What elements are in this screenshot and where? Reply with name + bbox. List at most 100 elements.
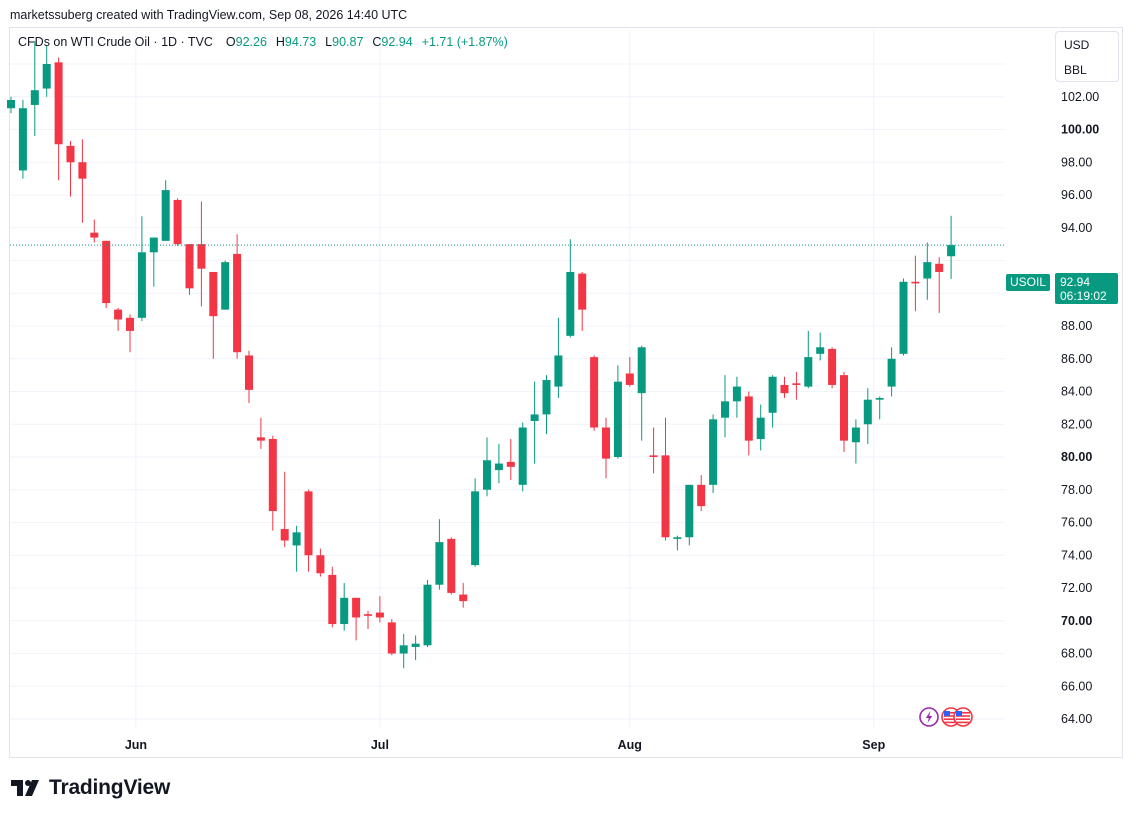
y-tick-label: 70.00 <box>1061 614 1092 628</box>
lightning-icon <box>919 707 939 727</box>
candle-down <box>375 596 384 623</box>
candle-up <box>518 422 527 492</box>
candle-body <box>66 145 75 163</box>
candle-body <box>673 537 682 539</box>
candle-down <box>387 619 396 656</box>
candle-body <box>649 455 658 457</box>
candle-body <box>292 532 301 546</box>
low-label: L <box>325 35 333 49</box>
candle-down <box>364 610 372 629</box>
candle-up <box>530 381 539 464</box>
candle-body <box>851 427 860 443</box>
candle-body <box>911 281 920 284</box>
candle-body <box>697 484 706 507</box>
candle-up <box>863 388 872 444</box>
candle-up <box>340 583 349 631</box>
candle-up <box>709 414 718 494</box>
candle-down <box>114 307 123 331</box>
candle-body <box>828 348 837 385</box>
change-value: +1.71 (+1.87%) <box>421 35 508 49</box>
candle-down <box>352 597 361 641</box>
candle-down <box>744 391 753 456</box>
candle-body <box>899 281 908 354</box>
candle-body <box>304 491 313 556</box>
candle-down <box>90 219 99 243</box>
candle-up <box>566 239 575 338</box>
candle-down <box>447 537 456 595</box>
currency-label[interactable]: USD <box>1064 38 1090 52</box>
candle-body <box>804 357 813 387</box>
candle-down <box>792 371 801 400</box>
y-tick-label: 88.00 <box>1061 319 1092 333</box>
candle-up <box>947 215 956 280</box>
candle-body <box>423 584 432 646</box>
candle-body <box>185 244 194 289</box>
candle-up <box>221 260 230 310</box>
candle-body <box>399 645 408 654</box>
close-value: 92.94 <box>381 35 413 49</box>
candle-down <box>625 357 634 387</box>
candle-body <box>30 90 39 105</box>
time-axis: Jun Jul Aug Sep <box>125 738 886 752</box>
candle-body <box>721 401 729 418</box>
candle-down <box>66 140 75 197</box>
candle-up <box>149 237 158 287</box>
candle-body <box>340 597 349 625</box>
candles <box>7 41 956 669</box>
candle-body <box>328 574 337 625</box>
candle-body <box>209 271 218 317</box>
currency-unit-selector[interactable]: USD BBL <box>1055 31 1119 82</box>
candle-body <box>566 271 575 336</box>
candle-down <box>304 489 313 572</box>
candle-up <box>471 478 480 567</box>
y-tick-label: 78.00 <box>1061 483 1092 497</box>
symbol-legend[interactable]: CFDs on WTI Crude Oil · 1D · TVC O92.26 … <box>18 35 508 49</box>
candle-body <box>863 399 872 425</box>
candle-up <box>685 484 694 546</box>
candle-up <box>292 525 301 572</box>
candle-body <box>233 253 242 353</box>
candle-up <box>875 396 884 420</box>
candle-body <box>923 262 932 279</box>
high-label: H <box>275 35 285 49</box>
candle-body <box>875 398 884 400</box>
candle-body <box>578 273 587 310</box>
y-tick-label: 102.00 <box>1061 90 1099 104</box>
candle-body <box>268 438 277 512</box>
y-tick-label: 86.00 <box>1061 352 1092 366</box>
tradingview-logo[interactable]: TradingView <box>11 776 170 800</box>
candle-down <box>268 435 277 531</box>
y-tick-label: 64.00 <box>1061 712 1092 726</box>
candle-body <box>18 108 27 171</box>
candle-body <box>840 375 848 441</box>
candle-body <box>590 357 599 428</box>
candle-body <box>792 383 801 385</box>
price-tag: USOIL 92.94 06:19:02 <box>1006 273 1118 304</box>
candle-down <box>649 427 658 474</box>
price-tag-value: 92.94 <box>1060 275 1091 289</box>
candle-body <box>780 384 789 394</box>
candle-body <box>685 484 694 538</box>
candle-down <box>126 314 134 353</box>
candle-body <box>613 381 622 457</box>
candle-down <box>185 244 194 295</box>
candle-body <box>459 594 468 602</box>
event-icons[interactable] <box>918 707 978 727</box>
x-tick-label: Jul <box>371 738 389 752</box>
candle-body <box>375 612 384 618</box>
candle-body <box>137 252 146 318</box>
chart-attribution: marketssuberg created with TradingView.c… <box>10 8 408 22</box>
x-tick-label: Aug <box>618 738 642 752</box>
y-tick-label: 82.00 <box>1061 417 1092 431</box>
y-tick-label: 66.00 <box>1061 679 1092 693</box>
candle-up <box>613 365 622 459</box>
candle-body <box>161 190 170 241</box>
candle-body <box>732 386 741 402</box>
candle-body <box>554 355 563 387</box>
candle-down <box>578 271 587 331</box>
unit-label[interactable]: BBL <box>1064 63 1087 77</box>
candle-body <box>816 347 825 354</box>
grid-lines <box>10 30 1005 728</box>
candle-down <box>233 234 242 359</box>
